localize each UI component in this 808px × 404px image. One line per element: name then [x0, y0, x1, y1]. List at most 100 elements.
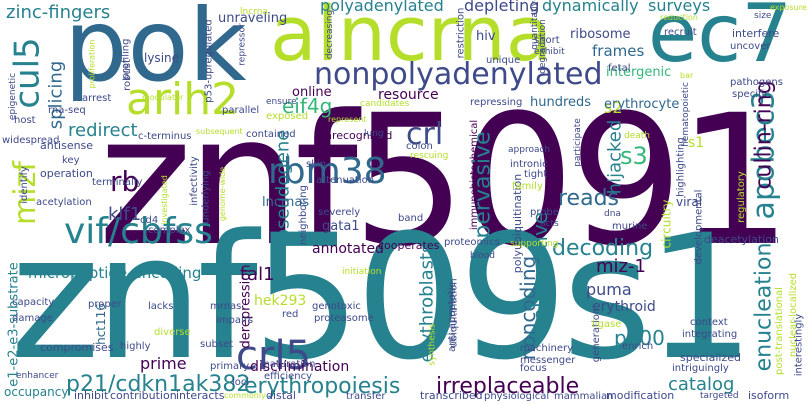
word-discrimination: discrimination: [250, 359, 350, 375]
word-resource: resource: [378, 87, 439, 103]
word-catalog: catalog: [668, 374, 735, 395]
word-underlying: underlying: [200, 170, 212, 224]
word-host: host: [14, 115, 36, 126]
word-epigenetic: epigenetic: [8, 72, 19, 121]
word-proper: proper: [88, 299, 121, 310]
word-blood: blood: [470, 251, 495, 261]
word-cd4: cd4: [140, 215, 159, 226]
word-eif4g: eif4g: [282, 94, 333, 118]
word-modification: modification: [606, 389, 675, 402]
word-regulatory: regulatory: [735, 171, 747, 223]
word-erythropoiesis: erythropoiesis: [244, 374, 401, 399]
word-repressing: repressing: [470, 97, 523, 108]
word-lncrna: lncrna: [240, 7, 268, 17]
word-colon: colon: [406, 141, 433, 152]
word-splicing: splicing: [45, 60, 67, 130]
word-polyadenylated: polyadenylated: [320, 0, 444, 15]
word-death: death: [624, 131, 650, 141]
word-s3: s3: [620, 142, 648, 170]
word-decreasing: decreasing: [325, 9, 336, 60]
word-restriction: restriction: [455, 7, 467, 59]
word-represent: represent: [328, 115, 367, 124]
word-cooperates: cooperates: [378, 239, 440, 252]
word-widespread: widespread: [2, 135, 60, 146]
word-identify: identify: [18, 166, 30, 204]
word-participate: participate: [572, 118, 583, 167]
word-machinery: machinery: [520, 343, 574, 354]
word-pathogens: pathogens: [730, 77, 783, 88]
word-micropeptide-encoding: micropeptide-encoding: [28, 264, 202, 282]
word-surveys: surveys: [648, 0, 711, 15]
word-lung: lung: [364, 129, 384, 139]
word-p53-upregulated: p53-upregulated: [203, 19, 215, 103]
word-infectivity: infectivity: [188, 156, 200, 206]
word-subset: subset: [200, 339, 234, 350]
word-probe: probe: [530, 207, 559, 218]
word-ubiquitination: ubiquitination: [448, 278, 460, 348]
word-physiological: physiological: [484, 391, 550, 402]
word-efficiency: efficiency: [264, 371, 313, 382]
word-proteasome: proteasome: [314, 313, 374, 324]
word-attenuation: attenuation: [316, 175, 375, 186]
word-s1: s1: [688, 135, 705, 151]
word-arrest: arrest: [82, 93, 112, 104]
word-antisense: antisense: [40, 139, 94, 152]
word-derepression: derepression: [238, 264, 254, 349]
word-klf1: klf1: [108, 204, 142, 225]
word-prime: prime: [140, 354, 187, 373]
word-erythroid: erythroid: [592, 299, 656, 315]
word-lysine: lysine: [144, 51, 180, 65]
word-tight: tight: [524, 169, 548, 180]
word-primary: primary: [210, 361, 250, 372]
word-genotoxic: genotoxic: [312, 301, 361, 312]
word-exposure: exposure: [770, 3, 807, 12]
word-contribution: contribution: [110, 389, 177, 402]
word-synthesis: synthesis: [427, 323, 438, 366]
word-impairs: impairs: [216, 315, 254, 326]
word-proliferation: proliferation: [87, 39, 97, 89]
word-hematopoietic: hematopoietic: [680, 82, 691, 147]
word-investigated: investigated: [159, 175, 169, 225]
word-isoform: isoform: [748, 389, 790, 402]
word-transcribed: transcribed: [420, 389, 483, 402]
word-annotated: annotated: [312, 241, 384, 257]
word-lncrnas: lncrnas: [262, 195, 310, 210]
word-dna: dna: [604, 209, 621, 219]
word-interfere: interfere: [732, 27, 780, 40]
word-p300: p300: [614, 326, 665, 350]
word-maturation: maturation: [260, 359, 316, 370]
word-band: band: [398, 213, 424, 224]
word-unrecognized: unrecognized: [318, 129, 393, 142]
word-ec7: ec7: [648, 0, 793, 80]
word-exhibit: exhibit: [534, 47, 565, 57]
word-vif-cbfss: vif/cbfss: [64, 211, 213, 252]
word-candidates: candidates: [360, 99, 410, 109]
word-messenger: messenger: [520, 355, 576, 366]
word-pseudogene: pseudogene: [272, 129, 294, 241]
word-mammalian: mammalian: [554, 391, 614, 402]
word-genome-wide: genome-wide: [218, 166, 228, 222]
word-acetylation: acetylation: [36, 197, 92, 208]
word-intriguingly: intriguingly: [672, 363, 729, 374]
word-unraveling: unraveling: [218, 11, 288, 26]
word-complex: complex: [148, 225, 191, 236]
word-irreplaceable: irreplaceable: [436, 374, 580, 399]
word-reduction: reduction: [660, 13, 698, 22]
word-integrating: integrating: [682, 329, 738, 340]
word-transfer: transfer: [346, 391, 386, 402]
word-generation: generation: [591, 307, 603, 363]
word-proteomics: proteomics: [444, 237, 500, 248]
word-reads: reads: [558, 186, 620, 211]
word-inhibit: inhibit: [74, 389, 109, 402]
word-c-terminus: c-terminus: [138, 131, 192, 142]
word-loci: loci: [232, 377, 250, 388]
word-znf509s1: znf509s1: [10, 197, 755, 398]
word-znf5091: znf5091: [98, 77, 792, 286]
word-interacts: interacts: [176, 389, 225, 402]
word-dynamically: dynamically: [542, 0, 639, 15]
word-specific: specific: [732, 89, 770, 100]
word-profiling: profiling: [120, 38, 132, 80]
word-diverse: diverse: [154, 327, 191, 338]
word-recruit: recruit: [664, 27, 697, 38]
word-arih2: arih2: [126, 74, 240, 125]
